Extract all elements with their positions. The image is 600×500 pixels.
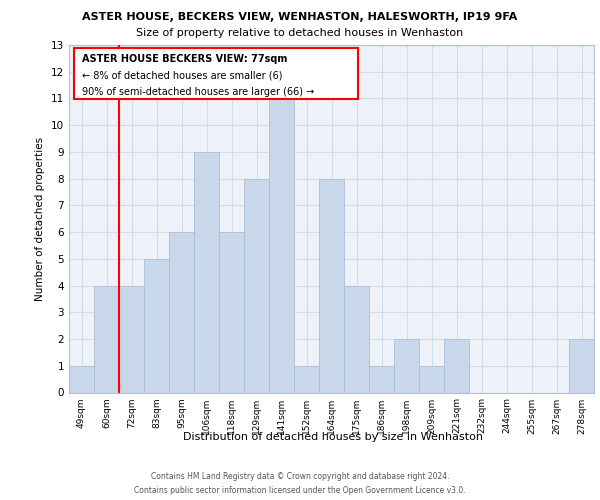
Text: Size of property relative to detached houses in Wenhaston: Size of property relative to detached ho… [136, 28, 464, 38]
Text: ASTER HOUSE, BECKERS VIEW, WENHASTON, HALESWORTH, IP19 9FA: ASTER HOUSE, BECKERS VIEW, WENHASTON, HA… [82, 12, 518, 22]
Bar [219, 232, 244, 392]
Text: Distribution of detached houses by size in Wenhaston: Distribution of detached houses by size … [183, 432, 483, 442]
Bar [444, 339, 469, 392]
Bar [569, 339, 594, 392]
Bar [344, 286, 369, 393]
Bar [119, 286, 144, 393]
Bar [194, 152, 219, 392]
Text: 90% of semi-detached houses are larger (66) →: 90% of semi-detached houses are larger (… [82, 87, 314, 97]
Bar [419, 366, 444, 392]
Bar [169, 232, 194, 392]
Bar [94, 286, 119, 393]
Bar [319, 178, 344, 392]
Text: Contains public sector information licensed under the Open Government Licence v3: Contains public sector information licen… [134, 486, 466, 495]
Bar [294, 366, 319, 392]
Text: ASTER HOUSE BECKERS VIEW: 77sqm: ASTER HOUSE BECKERS VIEW: 77sqm [82, 54, 287, 64]
Bar [144, 259, 169, 392]
Text: Contains HM Land Registry data © Crown copyright and database right 2024.: Contains HM Land Registry data © Crown c… [151, 472, 449, 481]
FancyBboxPatch shape [74, 48, 358, 99]
Bar [394, 339, 419, 392]
Text: ← 8% of detached houses are smaller (6): ← 8% of detached houses are smaller (6) [82, 70, 283, 81]
Bar [269, 98, 294, 393]
Bar [69, 366, 94, 392]
Bar [369, 366, 394, 392]
Y-axis label: Number of detached properties: Number of detached properties [35, 136, 46, 301]
Bar [244, 178, 269, 392]
